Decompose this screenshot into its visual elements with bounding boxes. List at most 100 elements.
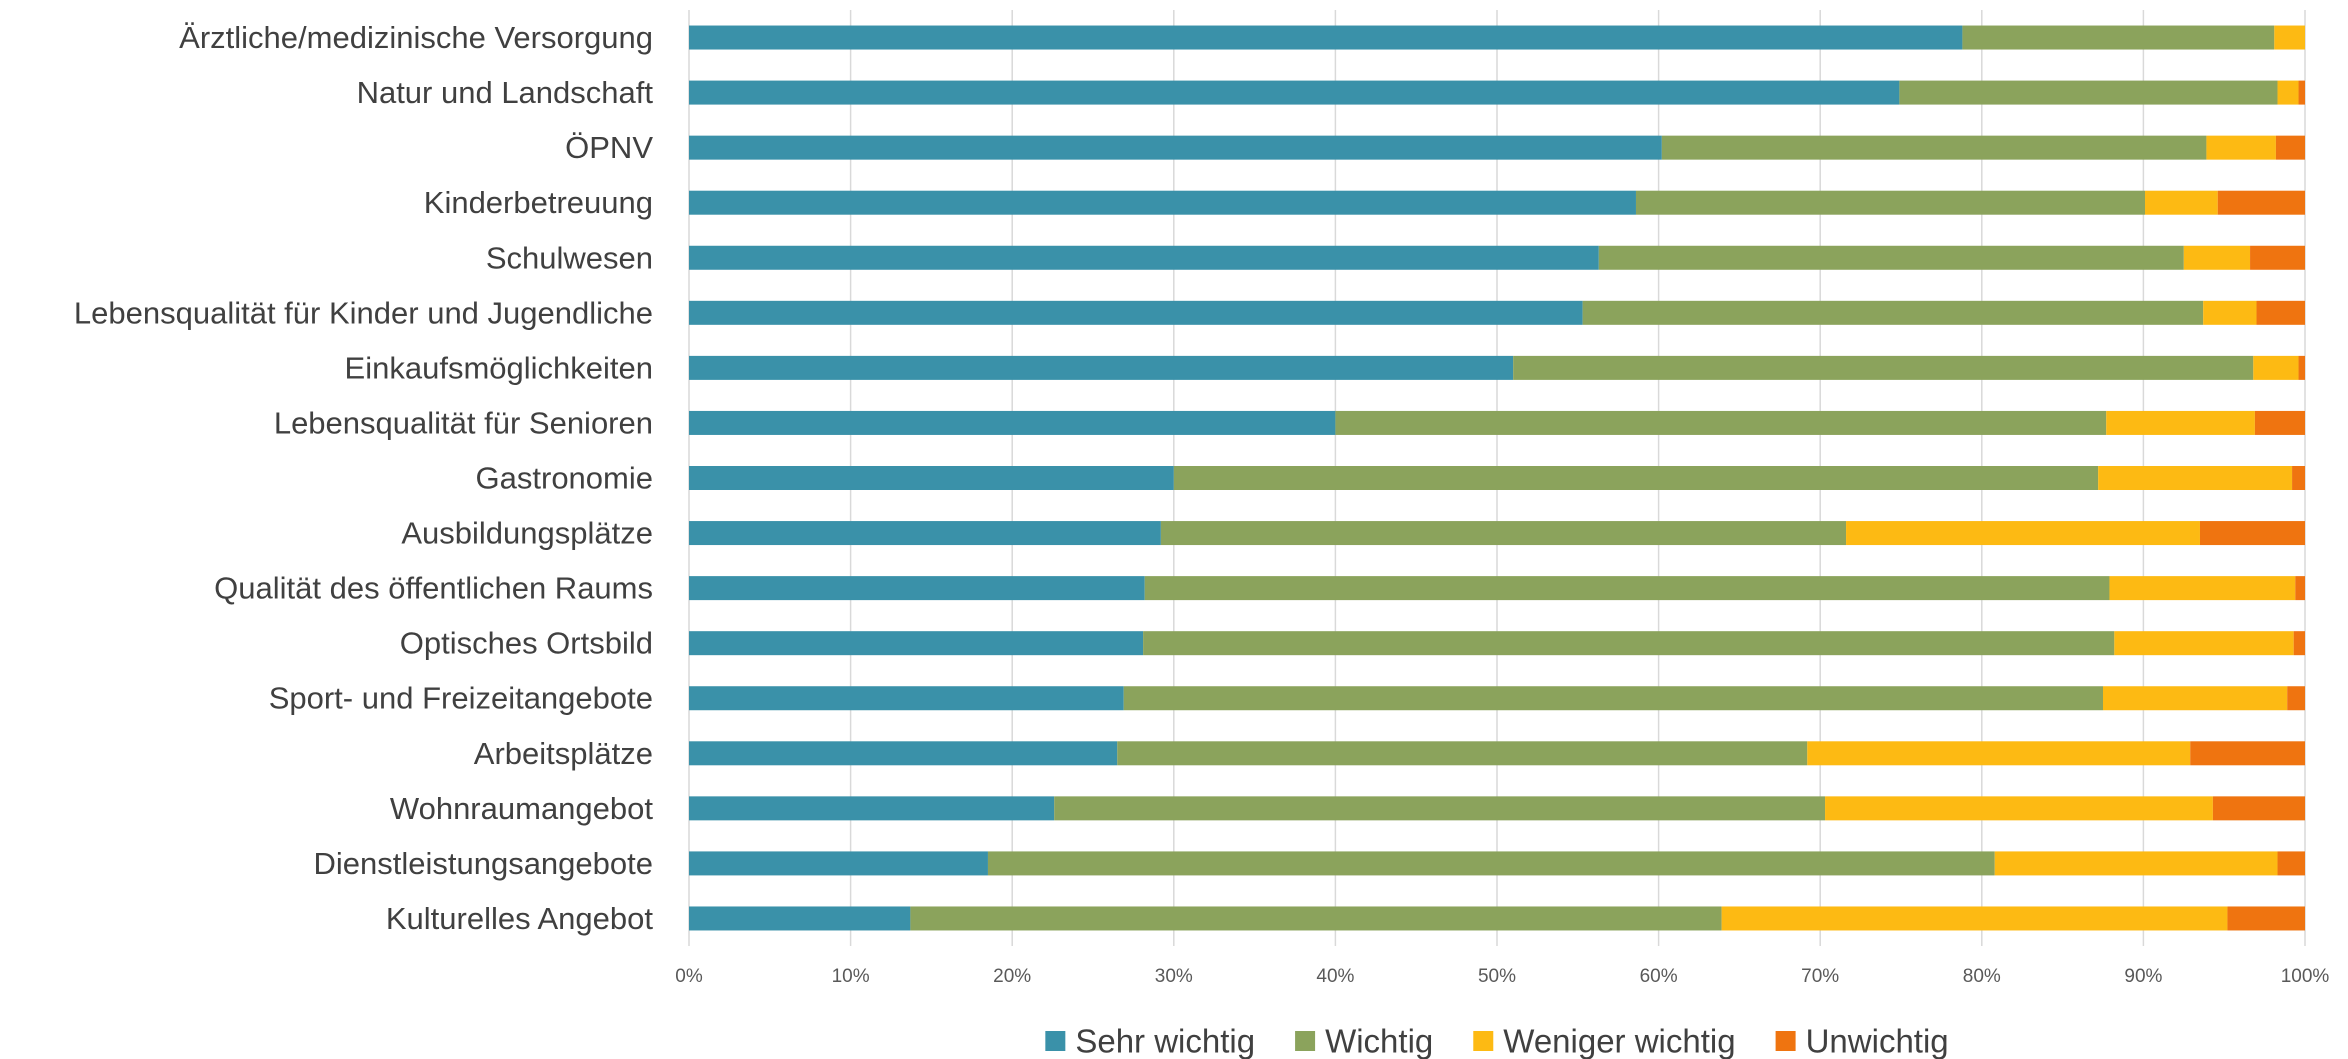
x-tick-label: 40% bbox=[1316, 966, 1354, 987]
bar-segment bbox=[2109, 576, 2296, 601]
bar-segment bbox=[2254, 410, 2305, 435]
x-tick-label: 10% bbox=[832, 966, 870, 987]
category-labels: Ärztliche/medizinische Versorgung Natur u… bbox=[74, 20, 653, 936]
category-label: Einkaufsmöglichkeiten bbox=[345, 350, 653, 385]
category-label: Kulturelles Angebot bbox=[386, 901, 654, 936]
x-axis-ticks: 0% 10% 20% 30% 40% 50% 60% 70% 80% 90% 100% bbox=[675, 966, 2329, 987]
bar-segment bbox=[1513, 355, 2254, 380]
category-label: Lebensqualität für Kinder und Jugendlich… bbox=[74, 295, 653, 330]
bar-segment bbox=[689, 300, 1583, 325]
bar-segment bbox=[689, 521, 1161, 546]
bar-segment bbox=[987, 851, 1995, 876]
bar-segment bbox=[2145, 190, 2218, 215]
x-tick-label: 20% bbox=[993, 966, 1031, 987]
bar-segment bbox=[2098, 466, 2293, 490]
category-label: Ärztliche/medizinische Versorgung bbox=[179, 20, 653, 55]
legend-label: Unwichtig bbox=[1806, 1023, 1949, 1059]
x-tick-label: 30% bbox=[1155, 966, 1193, 987]
x-tick-label: 50% bbox=[1478, 966, 1516, 987]
category-label: Kinderbetreuung bbox=[424, 185, 653, 220]
bar-segment bbox=[1582, 300, 2204, 325]
bar-segment bbox=[689, 466, 1174, 490]
legend-swatch bbox=[1775, 1031, 1796, 1051]
x-tick-label: 60% bbox=[1640, 966, 1678, 987]
bar-segment bbox=[1994, 851, 2278, 876]
bar-segment bbox=[2295, 576, 2305, 601]
category-label: Qualität des öffentlichen Raums bbox=[214, 571, 653, 606]
legend-item: Unwichtig bbox=[1775, 1023, 1949, 1059]
legend-swatch bbox=[1045, 1031, 1066, 1051]
bar-segment bbox=[689, 686, 1124, 711]
legend-item: Sehr wichtig bbox=[1045, 1023, 1255, 1059]
category-label: ÖPNV bbox=[565, 130, 653, 165]
bar-segment bbox=[689, 245, 1599, 270]
category-label: Gastronomie bbox=[476, 461, 653, 496]
bar-segment bbox=[910, 906, 1722, 931]
bar-segment bbox=[1598, 245, 2184, 270]
bar-segment bbox=[1160, 521, 1847, 546]
bar-segment bbox=[1335, 410, 2107, 435]
bar-segment bbox=[1962, 25, 2275, 50]
bar-segment bbox=[2275, 135, 2305, 160]
bar-segment bbox=[1144, 576, 2110, 601]
bar-segment bbox=[1054, 796, 1826, 821]
legend: Sehr wichtig Wichtig Weniger wichtig Unwich… bbox=[1045, 1023, 1949, 1059]
bar-segment bbox=[1123, 686, 2103, 711]
bar-segment bbox=[1173, 466, 2099, 490]
category-label: Arbeitsplätze bbox=[474, 736, 653, 771]
bar-segment bbox=[2190, 741, 2305, 766]
x-tick-label: 80% bbox=[1963, 966, 2001, 987]
x-tick-label: 90% bbox=[2124, 966, 2162, 987]
bar-segment bbox=[2183, 245, 2251, 270]
legend-label: Wichtig bbox=[1325, 1023, 1433, 1059]
bar-segment bbox=[2114, 631, 2294, 656]
category-label: Lebensqualität für Senioren bbox=[274, 405, 653, 440]
bar-segment bbox=[1117, 741, 1808, 766]
bar-segment bbox=[689, 355, 1514, 380]
legend-swatch bbox=[1295, 1031, 1316, 1051]
bar-segment bbox=[1143, 631, 2115, 656]
legend-item: Weniger wichtig bbox=[1473, 1023, 1736, 1059]
bar-segment bbox=[689, 135, 1662, 160]
bar-segment bbox=[2253, 355, 2299, 380]
bar-segment bbox=[2292, 466, 2305, 490]
bar-segment bbox=[2227, 906, 2305, 931]
bar-segment bbox=[689, 906, 911, 931]
bar-segment bbox=[2293, 631, 2305, 656]
category-label: Natur und Landschaft bbox=[357, 75, 654, 110]
bar-segment bbox=[2206, 135, 2276, 160]
x-tick-label: 100% bbox=[2281, 966, 2330, 987]
bar-segment bbox=[2298, 355, 2305, 380]
bar-segment bbox=[2277, 851, 2305, 876]
bar-segment bbox=[2256, 300, 2305, 325]
category-label: Optisches Ortsbild bbox=[400, 626, 653, 661]
legend-label: Sehr wichtig bbox=[1075, 1023, 1255, 1059]
bar-segment bbox=[2199, 521, 2305, 546]
bar-segment bbox=[2250, 245, 2305, 270]
bar-segment bbox=[689, 410, 1336, 435]
legend-label: Weniger wichtig bbox=[1503, 1023, 1735, 1059]
category-label: Schulwesen bbox=[486, 240, 653, 275]
bar-segment bbox=[689, 80, 1900, 105]
bar-segment bbox=[689, 741, 1118, 766]
bar-segment bbox=[1825, 796, 2213, 821]
bar-segment bbox=[689, 190, 1636, 215]
bar-segment bbox=[2274, 25, 2305, 50]
bar-segment bbox=[2203, 300, 2257, 325]
bar-segment bbox=[2287, 686, 2305, 711]
bars bbox=[689, 25, 2305, 931]
bar-segment bbox=[1661, 135, 2207, 160]
bar-segment bbox=[2277, 80, 2299, 105]
legend-swatch bbox=[1473, 1031, 1494, 1051]
x-tick-label: 70% bbox=[1801, 966, 1839, 987]
category-label: Ausbildungsplätze bbox=[401, 516, 653, 551]
category-label: Sport- und Freizeitangebote bbox=[269, 681, 653, 716]
x-tick-label: 0% bbox=[675, 966, 703, 987]
bar-segment bbox=[2212, 796, 2305, 821]
bar-segment bbox=[1899, 80, 2278, 105]
bar-segment bbox=[689, 631, 1144, 656]
bar-segment bbox=[689, 576, 1145, 601]
bar-segment bbox=[1635, 190, 2146, 215]
legend-item: Wichtig bbox=[1295, 1023, 1433, 1059]
bar-segment bbox=[2103, 686, 2288, 711]
